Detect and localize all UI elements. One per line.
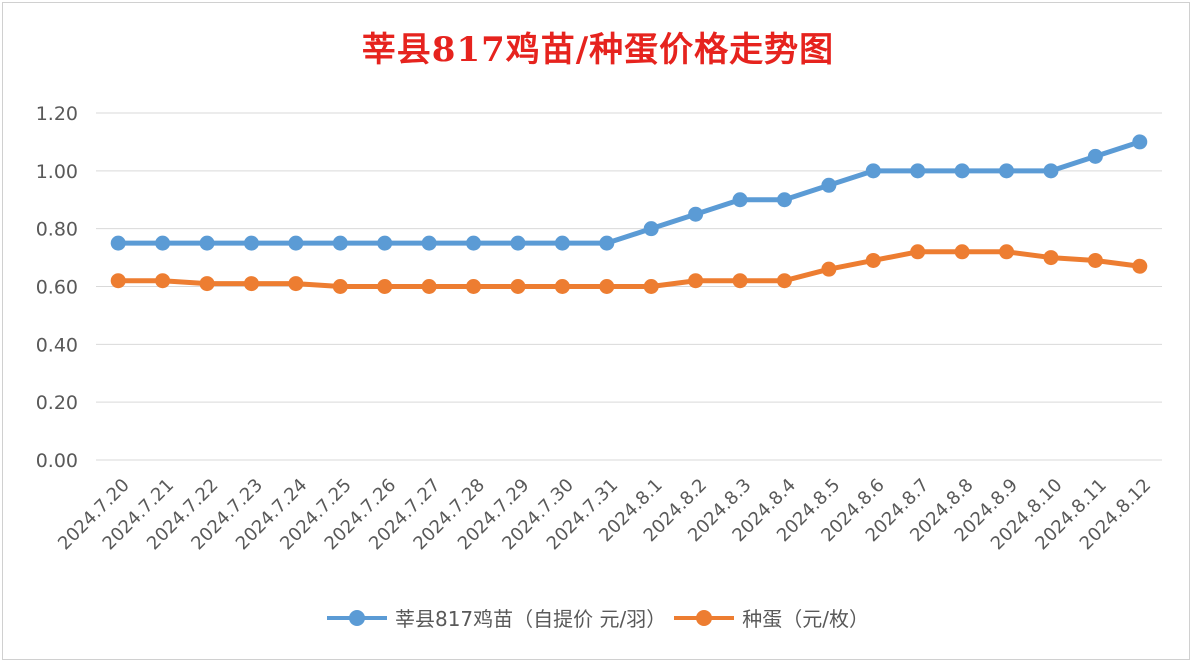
data-point-1 (243, 276, 259, 292)
legend-label-eggs: 种蛋（元/枚） (742, 607, 870, 631)
chart-title: 莘县817鸡苗/种蛋价格走势图 (361, 30, 835, 70)
data-point-0 (155, 235, 171, 251)
data-point-1 (155, 273, 171, 289)
data-point-0 (377, 235, 393, 251)
legend: 莘县817鸡苗（自提价 元/羽） 种蛋（元/枚） (0, 603, 1196, 632)
data-point-0 (599, 235, 615, 251)
data-point-0 (1132, 134, 1148, 150)
data-point-0 (910, 163, 926, 179)
data-point-0 (243, 235, 259, 251)
data-point-1 (510, 279, 526, 294)
data-point-0 (1087, 148, 1103, 164)
data-point-1 (421, 279, 437, 294)
data-point-0 (688, 206, 704, 222)
legend-item-chicks: 莘县817鸡苗（自提价 元/羽） (326, 603, 667, 632)
y-tick-label: 0.20 (36, 392, 78, 414)
data-point-0 (421, 235, 437, 251)
data-point-1 (332, 279, 348, 294)
data-point-0 (332, 235, 348, 251)
data-point-1 (554, 279, 570, 294)
legend-item-eggs: 种蛋（元/枚） (674, 603, 869, 632)
y-tick-label: 0.60 (36, 277, 78, 299)
data-point-0 (510, 235, 526, 251)
data-point-1 (1087, 252, 1103, 268)
data-point-0 (466, 235, 482, 251)
data-point-0 (732, 192, 748, 208)
data-point-0 (999, 163, 1015, 179)
series-line-0 (115, 139, 1143, 246)
data-point-1 (1043, 250, 1059, 266)
y-tick-label: 1.20 (36, 103, 78, 125)
data-point-1 (599, 279, 615, 294)
data-point-1 (776, 273, 792, 289)
data-point-0 (554, 235, 570, 251)
data-point-1 (110, 273, 126, 289)
series-line-1 (115, 249, 1143, 289)
legend-marker-eggs (696, 609, 713, 626)
data-point-1 (865, 252, 881, 268)
data-point-0 (288, 235, 304, 251)
data-point-1 (377, 279, 393, 294)
legend-swatch-eggs (674, 609, 735, 626)
y-tick-label: 0.80 (36, 219, 78, 241)
data-point-1 (954, 244, 970, 260)
data-point-0 (643, 221, 659, 237)
y-tick-label: 0.00 (36, 450, 78, 472)
data-point-1 (466, 279, 482, 294)
y-tick-label: 1.00 (36, 161, 78, 183)
data-point-1 (199, 276, 215, 292)
legend-marker-chicks (348, 609, 365, 626)
data-point-1 (688, 273, 704, 289)
data-point-0 (776, 192, 792, 208)
data-point-1 (288, 276, 304, 292)
data-point-1 (821, 261, 837, 277)
data-point-0 (954, 163, 970, 179)
data-point-1 (732, 273, 748, 289)
data-point-0 (199, 235, 215, 251)
data-point-0 (110, 235, 126, 251)
data-point-0 (1043, 163, 1059, 179)
y-tick-label: 0.40 (36, 334, 78, 356)
data-point-0 (865, 163, 881, 179)
data-point-0 (821, 177, 837, 193)
data-point-1 (643, 279, 659, 294)
data-point-1 (1132, 258, 1148, 274)
data-point-1 (910, 244, 926, 260)
legend-swatch-chicks (326, 609, 387, 626)
legend-label-chicks: 莘县817鸡苗（自提价 元/羽） (394, 607, 667, 631)
data-point-1 (999, 244, 1015, 260)
